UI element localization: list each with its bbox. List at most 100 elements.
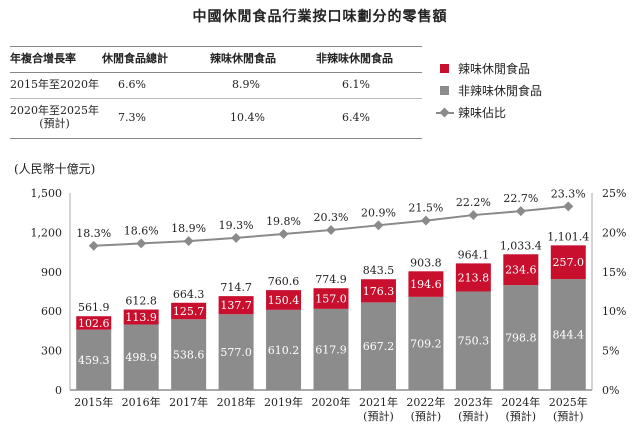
bar-total-label: 760.6 <box>268 275 300 288</box>
chart-title: 中國休閒食品行業按口味劃分的零售額 <box>192 9 448 25</box>
share-label: 18.6% <box>124 224 159 237</box>
x-tick-sublabel: (預計) <box>363 409 394 423</box>
bar-label-spicy: 102.6 <box>78 317 110 330</box>
share-label: 21.5% <box>408 202 443 215</box>
bar-label-nonspicy: 538.6 <box>173 349 205 362</box>
share-point <box>231 232 242 243</box>
table-row: 2015年至2020年 6.6% 8.9% 6.1% <box>10 72 420 98</box>
bar-total-label: 774.9 <box>315 273 347 286</box>
bar-label-nonspicy: 667.2 <box>363 340 395 353</box>
bar-nonspicy <box>218 314 254 390</box>
bar-nonspicy <box>360 302 396 390</box>
legend-label-share: 辣味佔比 <box>458 106 507 120</box>
x-tick-label: 2018年 <box>217 395 256 409</box>
bar-label-spicy: 150.4 <box>268 294 300 307</box>
y2-tick-label: 25% <box>602 187 626 200</box>
y2-tick-label: 20% <box>602 226 626 239</box>
share-label: 20.3% <box>314 211 349 224</box>
header-total: 休閒食品總計 <box>102 52 168 65</box>
bar-label-nonspicy: 610.2 <box>268 344 300 357</box>
bar-spicy <box>503 254 539 286</box>
bar-label-spicy: 257.0 <box>553 256 585 269</box>
bar-nonspicy <box>266 309 302 390</box>
row-nonspicy: 6.4% <box>342 111 370 124</box>
bar-total-label: 612.8 <box>125 295 157 308</box>
share-point <box>326 225 336 235</box>
bar-total-label: 664.3 <box>173 288 205 301</box>
share-label: 20.9% <box>361 206 396 219</box>
y2-tick-label: 0% <box>602 384 619 397</box>
share-point <box>183 236 194 247</box>
y-axis-unit-label: (人民幣十億元) <box>14 162 96 176</box>
bar-nonspicy <box>76 329 112 390</box>
bar-total-label: 561.9 <box>78 301 110 314</box>
bar-nonspicy <box>123 324 159 390</box>
row-period: 2015年至2020年 <box>10 78 99 91</box>
share-label: 22.7% <box>503 192 538 205</box>
x-tick-label: 2017年 <box>169 395 208 409</box>
y-tick-label: 600 <box>41 305 62 318</box>
legend-label-spicy: 辣味休閒食品 <box>458 62 531 76</box>
row-nonspicy: 6.1% <box>342 78 370 91</box>
bar-label-spicy: 113.9 <box>125 311 157 324</box>
share-point <box>515 206 526 217</box>
x-tick-label: 2022年 <box>406 395 445 409</box>
bar-label-spicy: 125.7 <box>173 305 205 318</box>
share-label: 19.8% <box>266 215 301 228</box>
share-label: 19.3% <box>219 219 254 232</box>
x-tick-sublabel: (預計) <box>553 409 584 423</box>
bar-total-label: 714.7 <box>220 281 252 294</box>
row-spicy: 8.9% <box>232 78 260 91</box>
legend-swatch-spicy <box>440 64 449 73</box>
bar-total-label: 903.8 <box>410 256 442 269</box>
bar-label-nonspicy: 577.0 <box>220 346 252 359</box>
bar-total-label: 1,033.4 <box>500 239 542 252</box>
bar-total-label: 1,101.4 <box>547 230 589 243</box>
bar-label-spicy: 176.3 <box>363 285 395 298</box>
x-tick-label: 2024年 <box>501 395 540 409</box>
bar-label-nonspicy: 798.8 <box>505 332 537 345</box>
x-tick-label: 2016年 <box>122 395 161 409</box>
header-nonspicy: 非辣味休閒食品 <box>316 52 393 65</box>
table-row-rule <box>10 98 422 99</box>
y-tick-label: 300 <box>41 345 62 358</box>
row-period: 2020年至2025年 (預計) <box>10 104 99 130</box>
legend-swatch-nonspicy <box>440 86 449 95</box>
legend: 辣味休閒食品 非辣味休閒食品 辣味佔比 <box>436 58 542 124</box>
row-spicy: 10.4% <box>230 111 265 124</box>
table-row: 2020年至2025年 (預計) 7.3% 10.4% 6.4% <box>10 98 420 138</box>
legend-item-nonspicy: 非辣味休閒食品 <box>436 80 542 102</box>
bar-label-spicy: 137.7 <box>220 299 252 312</box>
y2-tick-label: 15% <box>602 266 626 279</box>
table-header-rule <box>10 72 422 73</box>
bar-nonspicy <box>455 291 491 390</box>
bar-total-label: 843.5 <box>363 264 395 277</box>
x-tick-label: 2021年 <box>359 395 398 409</box>
bar-nonspicy <box>408 296 444 390</box>
bar-label-nonspicy: 750.3 <box>458 335 490 348</box>
share-point <box>373 220 384 231</box>
bar-label-spicy: 213.8 <box>458 271 490 284</box>
share-point <box>136 238 147 249</box>
share-label: 18.9% <box>171 222 206 235</box>
bar-spicy <box>123 309 159 325</box>
x-tick-sublabel: (預計) <box>506 409 537 423</box>
bar-spicy <box>171 302 207 320</box>
x-tick-label: 2023年 <box>454 395 493 409</box>
bar-spicy <box>455 263 491 292</box>
table-header-row: 年複合增長率 休閒食品總計 辣味休閒食品 非辣味休閒食品 <box>10 46 420 72</box>
bar-label-nonspicy: 617.9 <box>315 343 347 356</box>
bar-spicy <box>266 290 302 310</box>
header-cagr: 年複合增長率 <box>10 52 76 65</box>
bar-label-nonspicy: 709.2 <box>410 337 442 350</box>
bar-label-spicy: 194.6 <box>410 278 442 291</box>
row-total: 6.6% <box>118 78 146 91</box>
bar-total-label: 964.1 <box>458 248 490 261</box>
share-label: 23.3% <box>551 187 586 200</box>
bar-nonspicy <box>503 285 539 390</box>
x-tick-label: 2015年 <box>74 395 113 409</box>
table-top-rule <box>10 46 422 47</box>
bar-nonspicy <box>171 319 207 390</box>
bar-spicy <box>408 271 444 297</box>
